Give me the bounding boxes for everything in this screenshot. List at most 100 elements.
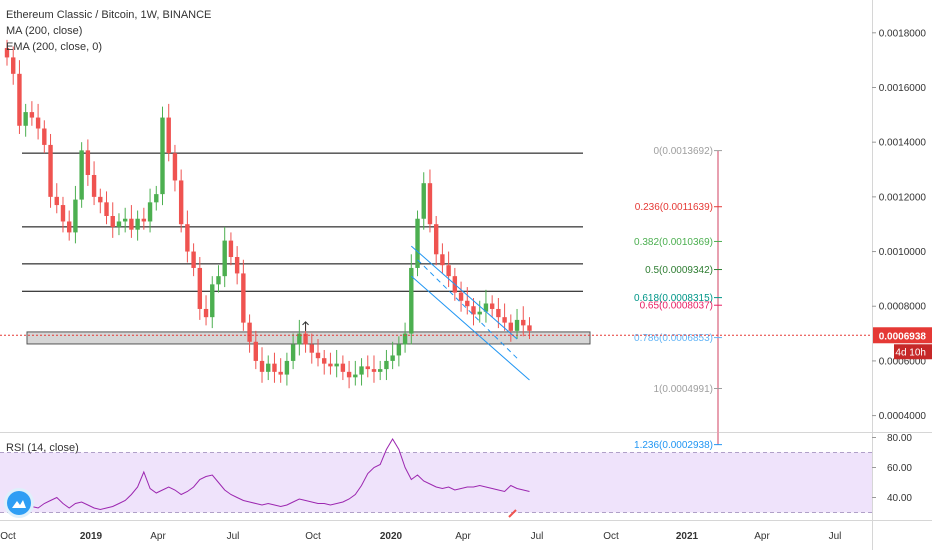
rsi-legend: RSI (14, close) [6, 442, 79, 454]
countdown-badge [894, 344, 932, 360]
fib-level-label-1: 0.236(0.0011639) [635, 202, 713, 213]
price-tick-label-5: 0.0008000 [879, 302, 927, 313]
channel-upper-line [410, 245, 518, 340]
candle-42 [266, 363, 271, 372]
candle-3 [23, 112, 28, 126]
countdown-label: 4d 10h [895, 347, 926, 358]
current-price-badge [873, 327, 932, 344]
fib-level-label-0: 0(0.0013692) [654, 146, 714, 157]
fib-level-label-4: 0.618(0.0008315) [634, 293, 713, 304]
candle-38 [241, 273, 246, 323]
candle-70 [440, 254, 445, 266]
rsi-tick-label-2: 40.00 [887, 493, 912, 504]
candle-44 [278, 371, 283, 375]
price-tick-label-1: 0.0016000 [879, 83, 927, 94]
time-label-0: Oct [0, 531, 16, 542]
candle-62 [390, 355, 395, 361]
candle-58 [365, 366, 370, 370]
candle-4 [29, 112, 35, 118]
candle-21 [135, 218, 140, 230]
candle-75 [471, 306, 476, 315]
candle-77 [483, 303, 489, 312]
candle-31 [197, 267, 203, 309]
candle-10 [67, 221, 72, 233]
candle-76 [477, 311, 482, 315]
candle-57 [359, 366, 364, 375]
candle-17 [110, 216, 115, 227]
candle-35 [222, 240, 227, 277]
ma-legend: MA (200, close) [6, 25, 83, 37]
rsi-tick-label-0: 80.00 [887, 433, 912, 444]
fib-level-label-2: 0.382(0.0010369) [634, 237, 713, 248]
candle-51 [322, 358, 327, 364]
time-label-9: 2021 [676, 531, 699, 542]
time-label-1: 2019 [80, 531, 103, 542]
candle-47 [297, 333, 302, 345]
time-label-11: Jul [829, 531, 842, 542]
candle-1 [11, 57, 16, 74]
candle-63 [396, 344, 402, 356]
price-tick-label-0: 0.0018000 [879, 28, 927, 39]
candle-24 [154, 194, 159, 203]
candle-11 [73, 199, 78, 233]
channel-lower-line [410, 275, 530, 381]
candle-60 [378, 369, 383, 372]
rsi-tick-label-1: 60.00 [887, 463, 912, 474]
price-tick-label-7: 0.0004000 [879, 411, 927, 422]
candle-73 [458, 292, 464, 301]
fib-level-label-8: 1.236(0.0002938) [634, 440, 713, 451]
candle-0 [4, 48, 10, 58]
candle-74 [465, 300, 470, 307]
time-label-7: Jul [531, 531, 544, 542]
candle-9 [60, 205, 66, 222]
candle-71 [446, 265, 451, 277]
candle-37 [234, 257, 240, 274]
fib-level-label-5: 0.65(0.0008037) [640, 301, 713, 312]
price-tick-label-2: 0.0014000 [879, 138, 927, 149]
candle-61 [384, 360, 389, 370]
candle-13 [85, 150, 91, 175]
time-label-4: Oct [305, 531, 321, 542]
candle-32 [203, 308, 209, 318]
candle-22 [141, 218, 147, 222]
candle-59 [371, 369, 377, 372]
candle-18 [116, 221, 122, 227]
candle-78 [489, 303, 495, 309]
candle-54 [340, 363, 346, 372]
candle-40 [253, 341, 258, 361]
candle-39 [247, 322, 252, 342]
candle-69 [433, 224, 439, 255]
candle-83 [521, 319, 526, 326]
candle-14 [91, 174, 97, 197]
rsi-divergence-mark [508, 509, 517, 518]
candle-27 [172, 153, 178, 181]
candle-64 [402, 333, 408, 345]
tradingview-cloud-icon[interactable] [7, 491, 31, 515]
candle-67 [421, 183, 426, 219]
candle-5 [35, 117, 41, 129]
candle-2 [17, 73, 22, 126]
candle-36 [228, 240, 234, 258]
candle-50 [315, 352, 321, 359]
chart-title: Ethereum Classic / Bitcoin, 1W, BINANCE [6, 9, 212, 21]
candle-30 [191, 251, 196, 268]
support-zone [26, 331, 591, 345]
candle-52 [328, 363, 333, 367]
candle-65 [409, 267, 414, 334]
candle-33 [210, 284, 215, 318]
candle-53 [334, 363, 339, 367]
time-label-8: Oct [603, 531, 619, 542]
fib-level-label-7: 1(0.0004991) [654, 384, 714, 395]
candle-81 [508, 322, 514, 331]
price-tick-label-4: 0.0010000 [879, 247, 927, 258]
time-label-5: 2020 [380, 531, 403, 542]
candle-55 [346, 371, 352, 378]
candle-15 [98, 196, 103, 203]
candle-34 [216, 276, 221, 285]
candle-45 [284, 360, 290, 375]
candle-16 [104, 202, 109, 216]
candle-56 [353, 374, 358, 378]
candle-68 [427, 183, 433, 225]
